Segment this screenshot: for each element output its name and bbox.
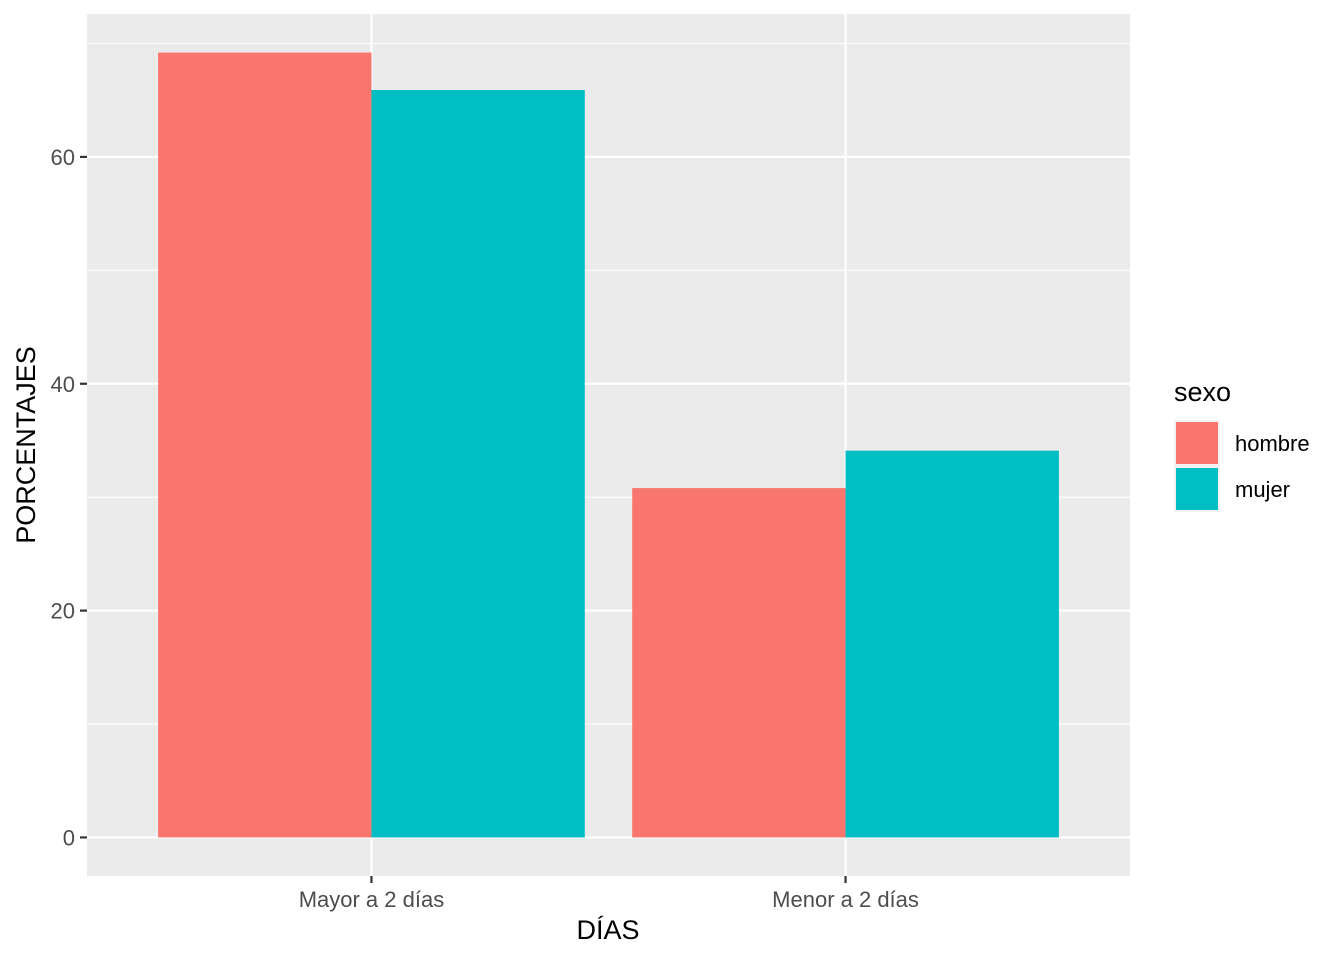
bar-hombre <box>158 52 372 838</box>
x-axis-title: DÍAS <box>576 915 639 945</box>
legend-key-mujer <box>1176 468 1218 510</box>
legend-key-hombre <box>1176 422 1218 464</box>
x-axis: Mayor a 2 días Menor a 2 días <box>299 876 919 912</box>
y-tick-label: 40 <box>51 372 75 397</box>
y-axis: 0 20 40 60 <box>51 145 87 850</box>
y-axis-title: PORCENTAJES <box>11 346 41 544</box>
y-tick-label: 60 <box>51 145 75 170</box>
y-tick-label: 20 <box>51 599 75 624</box>
legend-label: mujer <box>1235 477 1290 502</box>
bar-hombre <box>632 488 846 838</box>
bar-mujer <box>371 89 585 838</box>
x-tick-label: Menor a 2 días <box>772 887 919 912</box>
bar-mujer <box>845 450 1059 838</box>
legend-label: hombre <box>1235 431 1310 456</box>
y-tick-label: 0 <box>63 825 75 850</box>
x-tick-label: Mayor a 2 días <box>299 887 445 912</box>
legend-title: sexo <box>1174 377 1231 407</box>
bars <box>158 52 1059 838</box>
legend: sexo hombre mujer <box>1174 377 1310 512</box>
